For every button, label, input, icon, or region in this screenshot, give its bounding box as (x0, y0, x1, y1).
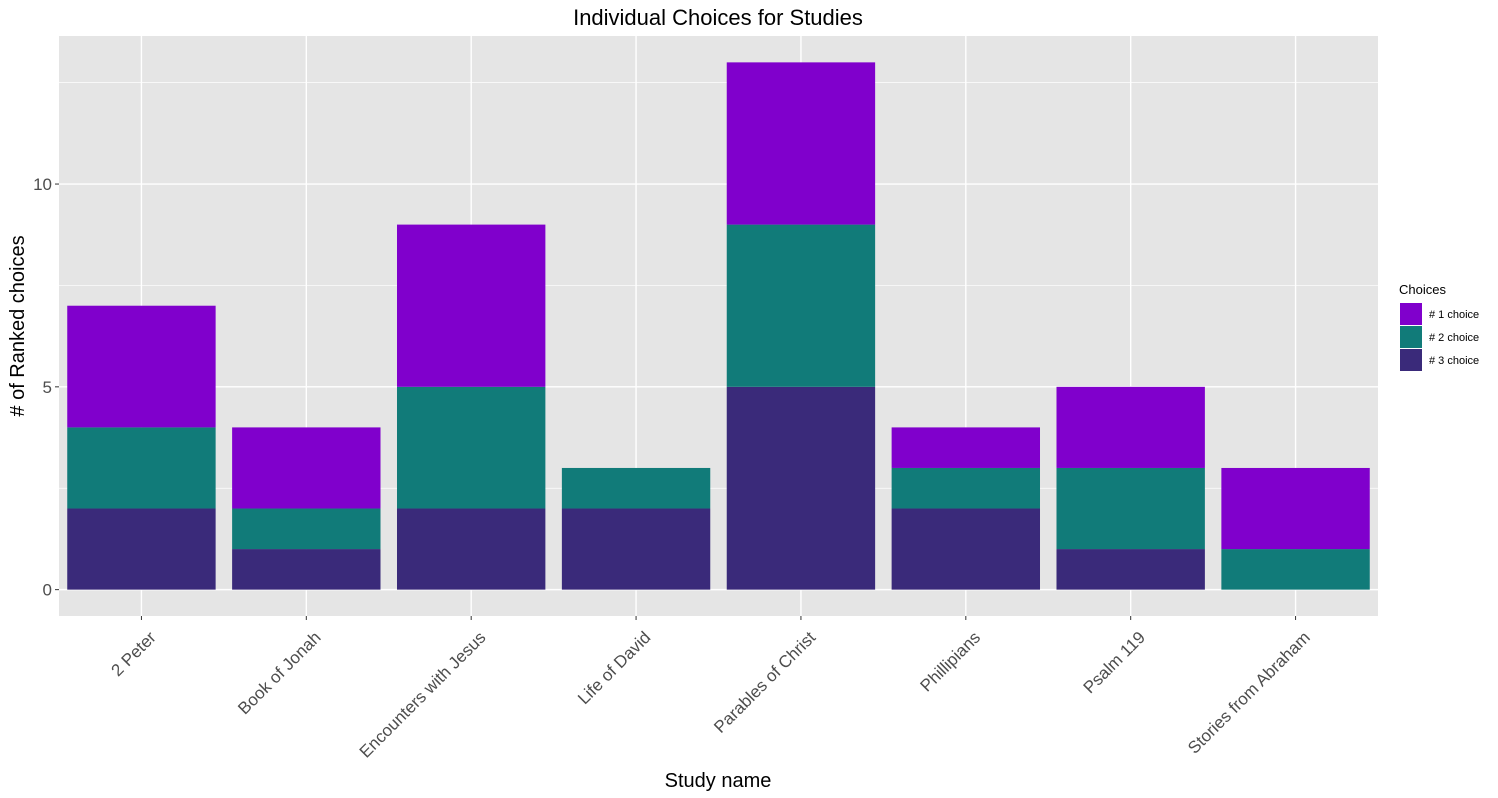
bar-segment (561, 508, 711, 590)
legend: Choices # 1 choice # 2 choice # 3 choice (1399, 282, 1479, 371)
bar-segment (726, 386, 876, 590)
bar-segment (232, 549, 381, 590)
x-tick-label: 2 Peter (108, 628, 160, 680)
bar-segment (396, 224, 546, 387)
bar-segment (1056, 386, 1205, 468)
bar-segment (561, 467, 711, 509)
bar-segment (396, 386, 546, 509)
x-tick-label: Book of Jonah (234, 628, 324, 718)
y-tick-label: 0 (43, 581, 52, 600)
bars (67, 62, 1370, 590)
bar-segment (396, 508, 546, 590)
y-axis-title: # of Ranked choices (7, 235, 29, 416)
legend-label: # 2 choice (1429, 332, 1479, 344)
x-tick-label: Encounters with Jesus (356, 628, 490, 762)
bar-segment (726, 224, 876, 387)
legend-swatch (1400, 303, 1422, 325)
legend-label: # 3 choice (1429, 355, 1479, 367)
y-axis: 0 5 10 (33, 175, 59, 600)
x-tick-label: Life of David (574, 628, 654, 708)
bar-segment (891, 427, 1041, 468)
bar-segment (1056, 549, 1205, 590)
y-tick-label: 10 (33, 175, 52, 194)
bar-segment (67, 305, 216, 428)
x-axis: 2 Peter Book of Jonah Encounters with Jesu… (108, 616, 1314, 762)
legend-swatch (1400, 349, 1422, 371)
bar-segment (1221, 549, 1370, 590)
x-tick-label: Psalm 119 (1080, 628, 1149, 697)
x-tick-label: Parables of Christ (710, 628, 819, 737)
x-tick-label: Stories from Abraham (1184, 628, 1314, 758)
y-tick-label: 5 (43, 378, 52, 397)
chart-title: Individual Choices for Studies (573, 5, 863, 30)
legend-title: Choices (1399, 282, 1446, 297)
bar-segment (1056, 467, 1205, 550)
bar-segment (67, 508, 216, 590)
x-tick-label: Phillipians (917, 628, 985, 696)
x-axis-title: Study name (665, 770, 772, 792)
bar-segment (232, 508, 381, 550)
bar-segment (891, 508, 1041, 590)
bar-segment (232, 427, 381, 509)
bar-segment (726, 62, 876, 225)
bar-segment (67, 427, 216, 509)
legend-label: # 1 choice (1429, 309, 1479, 321)
bar-segment (1221, 467, 1370, 550)
bar-segment (891, 467, 1041, 509)
legend-swatch (1400, 326, 1422, 348)
